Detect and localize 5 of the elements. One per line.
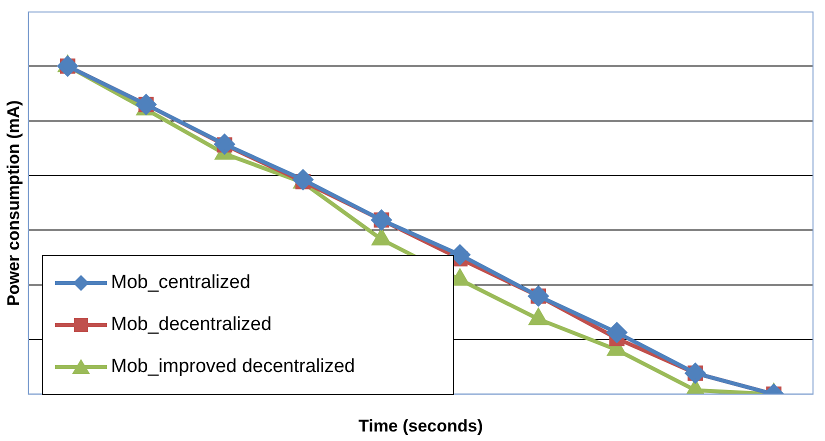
legend-label: Mob_centralized — [111, 272, 250, 294]
legend-label: Mob_improved decentralized — [111, 356, 355, 378]
y-axis-title: Power consumption (mA) — [4, 100, 23, 306]
legend-label: Mob_decentralized — [111, 314, 272, 336]
x-axis-title: Time (seconds) — [358, 416, 483, 436]
